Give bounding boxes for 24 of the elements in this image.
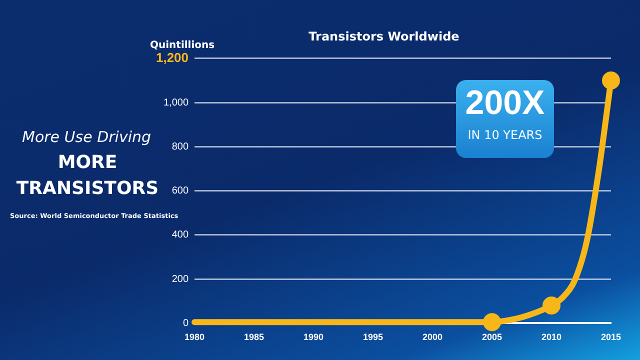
chart-title: Transistors Worldwide — [308, 29, 460, 44]
x-tick-label: 1990 — [304, 332, 324, 342]
x-tick-label: 2015 — [600, 332, 622, 342]
text: More Use Driving — [22, 128, 152, 146]
y-tick-label: 200 — [172, 274, 189, 285]
point — [542, 296, 560, 315]
x-tick-label: 1995 — [363, 332, 384, 342]
x-tick-label: 1985 — [244, 332, 264, 342]
x-tick-label: 2010 — [541, 332, 562, 342]
y-axis-title: Quintillions — [150, 40, 215, 51]
x-tick-label: 1980 — [184, 332, 205, 342]
y-tick-label: 1,200 — [156, 50, 189, 65]
y-tick-label: 600 — [172, 186, 189, 197]
y-tick-label: 800 — [172, 141, 189, 152]
annotation: IN 10 YEARS — [466, 128, 544, 142]
point — [602, 71, 620, 90]
x-tick-label: 2000 — [422, 332, 443, 342]
text: MORE TRANSISTORS — [16, 152, 159, 199]
x-tick-label: 2005 — [482, 332, 502, 342]
point — [483, 313, 501, 332]
y-tick-label: 0 — [182, 318, 189, 329]
annotation: 200X — [464, 84, 546, 123]
y-tick-label: 400 — [172, 230, 189, 241]
y-tick-label: 1,000 — [164, 97, 189, 108]
